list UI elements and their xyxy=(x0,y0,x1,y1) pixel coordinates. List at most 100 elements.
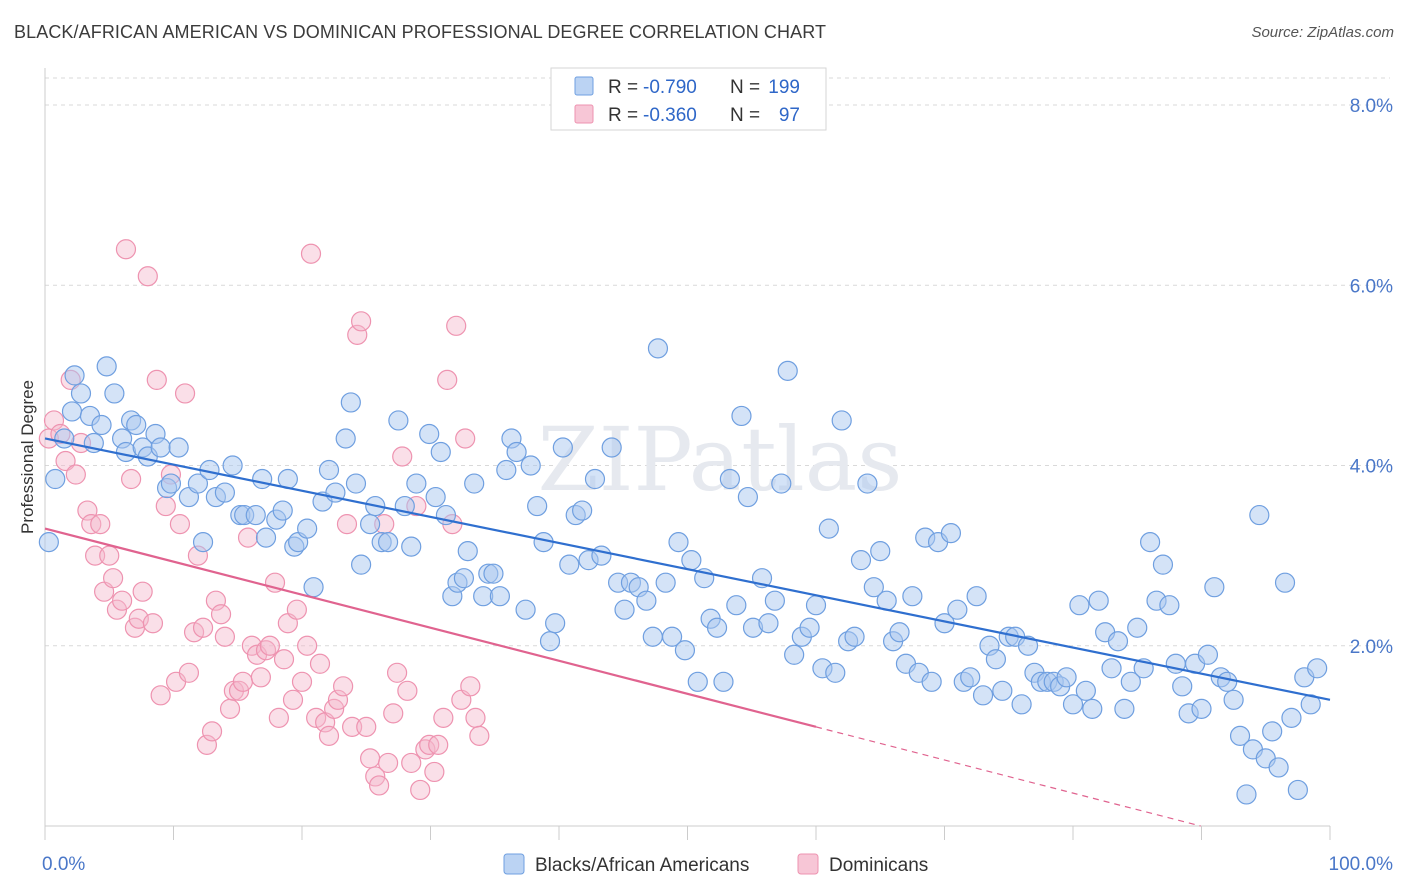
blacks-point xyxy=(150,437,171,458)
bottom-legend-label: Dominicans xyxy=(829,855,928,876)
grid-layer: 2.0% 4.0% 6.0% 8.0% xyxy=(45,77,1393,658)
blacks-point xyxy=(1152,554,1174,575)
dominicans-point xyxy=(85,545,106,566)
blacks-point xyxy=(713,671,734,692)
blacks-point xyxy=(61,401,83,422)
blacks-point xyxy=(187,473,209,494)
dominicans-point xyxy=(142,613,164,634)
blacks-point xyxy=(731,405,752,427)
blacks-point xyxy=(70,383,92,404)
blacks-point xyxy=(489,586,510,607)
dominicans-point xyxy=(111,590,133,611)
dominicans-point xyxy=(318,725,340,746)
blacks-point xyxy=(520,455,541,476)
dominicans-point xyxy=(77,500,98,521)
blacks-point xyxy=(1159,595,1180,616)
blacks-trend-line xyxy=(44,437,1331,701)
y-tick-label: 8.0% xyxy=(1350,96,1393,117)
blacks-point xyxy=(552,437,573,458)
blacks-point xyxy=(902,586,923,607)
blacks-point xyxy=(784,644,805,665)
blacks-point xyxy=(252,468,273,490)
blacks-point xyxy=(1204,577,1225,598)
blacks-point xyxy=(303,577,324,598)
legend: R = -0.790 N = 199 R = -0.360 N = 97 xyxy=(550,67,827,131)
dominicans-point xyxy=(455,428,476,449)
legend-swatch xyxy=(574,76,594,96)
blacks-point xyxy=(642,626,663,647)
blacks-point xyxy=(222,455,243,476)
dominicans-point xyxy=(446,315,467,336)
blacks-point xyxy=(1236,784,1257,805)
blacks-point xyxy=(453,568,475,589)
dominicans-point xyxy=(351,311,372,332)
blacks-point xyxy=(1307,658,1328,679)
dominicans-point xyxy=(65,464,86,485)
blacks-point xyxy=(771,473,792,494)
blacks-point xyxy=(863,577,884,598)
blacks-point xyxy=(406,473,427,494)
blacks-point xyxy=(719,468,741,490)
blacks-point xyxy=(1172,676,1193,697)
dominicans-point xyxy=(286,599,307,620)
blacks-point xyxy=(388,410,409,431)
dominicans-point xyxy=(377,752,399,774)
blacks-point xyxy=(457,541,478,562)
blacks-point xyxy=(539,631,561,652)
dominicans-point xyxy=(309,653,331,674)
dominicans-trend-extension xyxy=(815,726,1201,827)
dominicans-point xyxy=(336,513,358,535)
blacks-points xyxy=(38,338,1328,805)
blacks-point xyxy=(126,414,147,436)
blacks-point xyxy=(1197,644,1219,665)
blacks-point xyxy=(668,532,689,553)
blacks-point xyxy=(1274,572,1296,593)
dominicans-trend-line xyxy=(44,527,817,728)
blacks-point xyxy=(1075,680,1096,701)
dominicans-point xyxy=(356,716,377,737)
blacks-point xyxy=(192,532,214,553)
dominicans-point xyxy=(469,725,490,746)
blacks-point xyxy=(1127,617,1148,638)
dominicans-point xyxy=(392,446,413,467)
blacks-point xyxy=(655,572,676,593)
blacks-point xyxy=(54,428,75,449)
blacks-point xyxy=(972,685,994,706)
blacks-point xyxy=(559,554,580,575)
dominicans-point xyxy=(155,495,176,517)
blacks-point xyxy=(1223,689,1244,710)
blacks-point xyxy=(401,536,422,557)
legend-box xyxy=(550,67,827,131)
blacks-point xyxy=(992,680,1013,701)
blacks-point xyxy=(245,504,266,526)
blacks-point xyxy=(160,473,182,494)
bottom-legend-swatch xyxy=(797,853,819,875)
dominicans-point xyxy=(437,369,458,391)
dominicans-point xyxy=(250,667,271,688)
dominicans-point xyxy=(259,635,280,656)
blacks-point xyxy=(940,523,962,544)
dominicans-point xyxy=(424,761,445,783)
dominicans-point xyxy=(347,324,368,345)
legend-r-label: R = xyxy=(608,77,638,98)
blacks-point xyxy=(889,622,910,643)
legend-n-label: N = xyxy=(730,105,760,126)
blacks-point xyxy=(45,468,66,490)
blacks-point xyxy=(764,590,785,611)
dominicans-point xyxy=(291,671,313,692)
legend-swatch xyxy=(574,104,594,124)
blacks-point xyxy=(91,414,112,436)
blacks-point xyxy=(921,671,942,692)
blacks-point xyxy=(831,410,852,431)
blacks-point xyxy=(1191,698,1212,719)
blacks-point xyxy=(340,392,361,413)
blacks-point xyxy=(726,595,747,616)
blacks-point xyxy=(419,423,440,445)
dominicans-point xyxy=(115,239,137,260)
blacks-point xyxy=(1056,667,1077,688)
bottom-legend: Blacks/African Americans Dominicans xyxy=(503,853,928,876)
blacks-point xyxy=(1281,707,1302,728)
blacks-point xyxy=(214,482,235,503)
blacks-point xyxy=(351,554,372,575)
blacks-point xyxy=(825,662,846,683)
